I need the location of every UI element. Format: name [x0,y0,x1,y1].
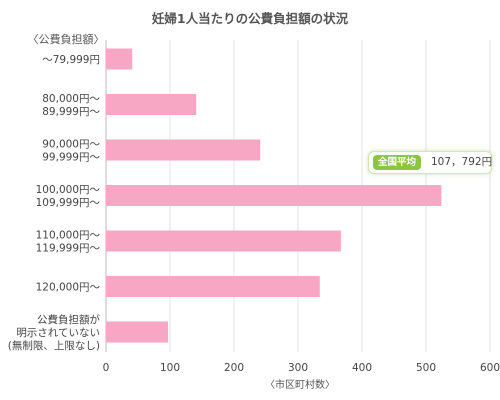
average-badge: 全国平均 107，792円 [368,151,492,174]
x-tick-label: 300 [288,362,308,374]
bar [106,185,442,206]
bar [106,276,320,297]
x-ticks: 0 100 200 300 400 500 600 [103,362,500,374]
category-label: 80,000円～ 89,999円～ [42,93,100,118]
average-value: 107，792円 [431,156,493,168]
chart-title: 妊婦1人当たりの公費負担額の状況 [151,11,349,26]
bar [106,48,133,70]
category-label: 100,000円～ 109,999円～ [36,184,101,209]
category-label: 110,000円～ 119,999円～ [36,230,101,255]
y-axis-title: 〈公費負担額〉 [28,32,105,46]
bar [106,139,261,161]
category-label: 90,000円～ 99,999円～ [42,139,100,164]
x-tick-label: 400 [352,362,372,374]
average-label-pill: 全国平均 [373,155,422,170]
bar [106,94,197,115]
bar [106,321,169,343]
x-tick-label: 0 [103,362,110,374]
bar [106,230,341,252]
category-label: 120,000円～ [36,282,101,294]
category-label: 公費負担額が明示されていない(無制限、上限なし) [8,313,101,352]
category-label: ～79,999円 [42,54,100,66]
x-tick-label: 600 [480,362,500,374]
bars [106,48,442,343]
x-axis-title: 〈市区町村数〉 [265,378,335,391]
category-labels: ～79,999円 80,000円～ 89,999円～ 90,000円～ 99,999円～… [8,54,101,352]
x-tick-label: 500 [416,362,436,374]
x-tick-label: 100 [160,362,180,374]
x-tick-label: 200 [224,362,244,374]
